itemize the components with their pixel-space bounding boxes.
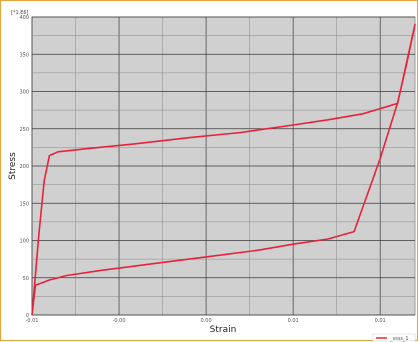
x-tick-label: 0.00	[201, 318, 212, 324]
y-tick-label: 0	[26, 313, 29, 319]
y-tick-label: 200	[19, 164, 29, 170]
y-tick-label: 150	[19, 201, 29, 207]
y-tick-label: 250	[19, 127, 29, 133]
y-unit-label: [*1.E6]	[11, 10, 29, 16]
series-line-0	[31, 23, 416, 316]
legend-label: _ssss_1	[389, 336, 409, 342]
series-layer	[31, 23, 416, 316]
y-tick-label: 300	[19, 90, 29, 96]
y-tick-label: 400	[19, 15, 29, 21]
y-tick-label: 350	[19, 52, 29, 58]
x-tick-label: -0.00	[113, 318, 126, 324]
x-axis-title: Strain	[210, 325, 237, 335]
y-tick-label: 100	[19, 239, 29, 245]
x-tick-label: -0.01	[26, 318, 39, 324]
y-tick-label: 50	[23, 276, 29, 282]
x-tick-label: 0.01	[288, 318, 299, 324]
y-axis-title: Stress	[8, 152, 18, 180]
tick-layer: -0.01 -0.00 0.00 0.01 0.01 0 50 100 150 200 250 300…	[19, 15, 385, 324]
grid-layer	[31, 16, 415, 316]
x-tick-label: 0.01	[375, 318, 386, 324]
